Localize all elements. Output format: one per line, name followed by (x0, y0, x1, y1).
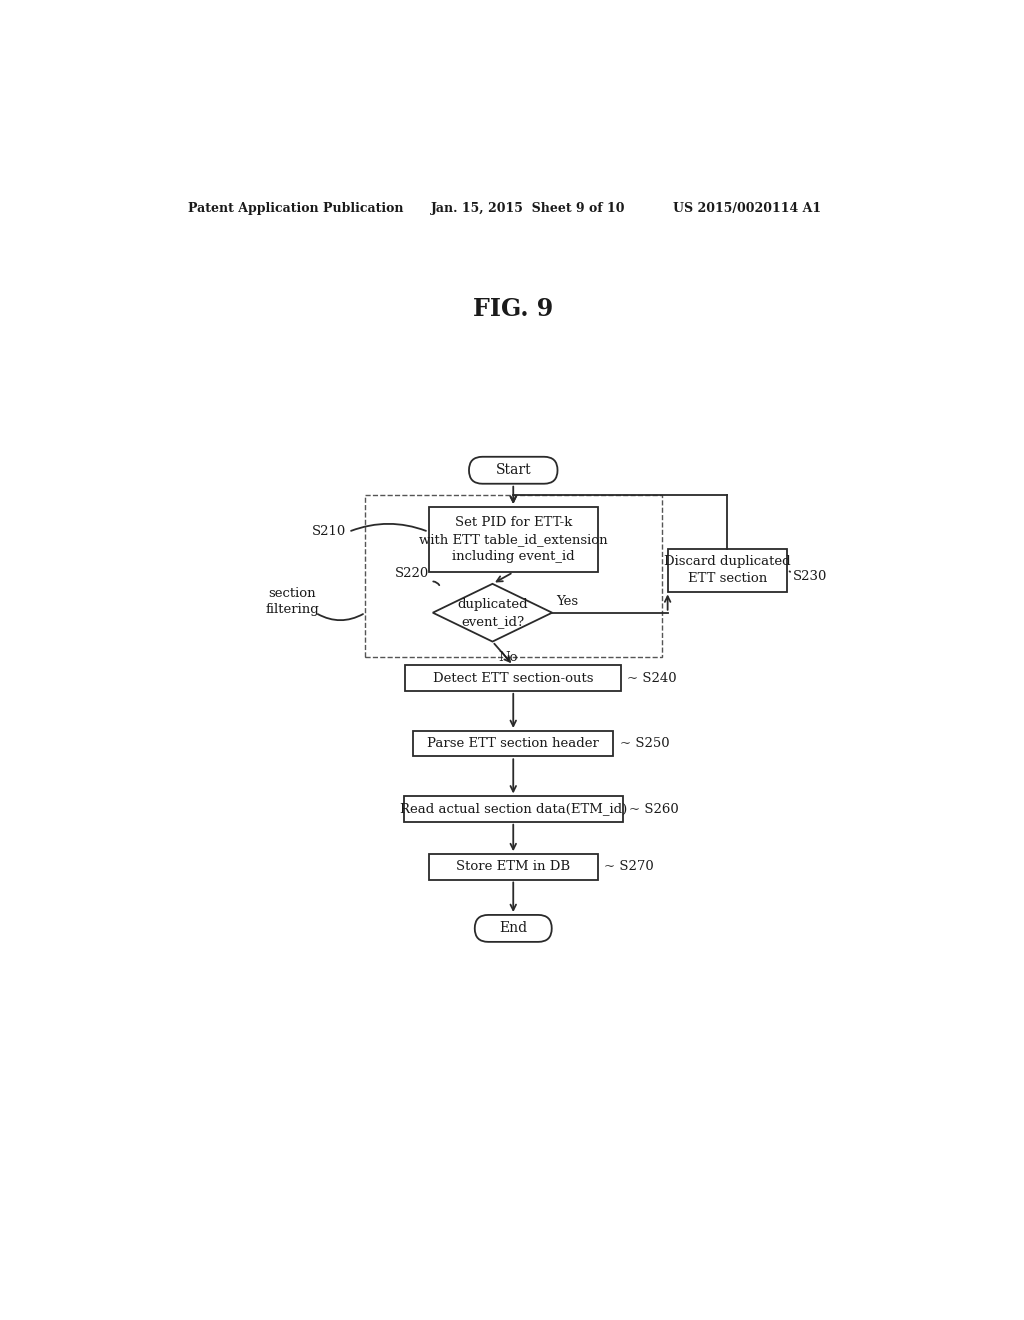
FancyBboxPatch shape (475, 915, 552, 942)
Text: Yes: Yes (556, 595, 579, 609)
Bar (406, 665, 621, 690)
Text: FIG. 9: FIG. 9 (473, 297, 553, 321)
Text: Jan. 15, 2015  Sheet 9 of 10: Jan. 15, 2015 Sheet 9 of 10 (431, 202, 626, 215)
Text: section
filtering: section filtering (265, 586, 319, 615)
Text: Set PID for ETT-k
with ETT table_id_extension
including event_id: Set PID for ETT-k with ETT table_id_exte… (419, 516, 607, 564)
Bar (668, 549, 787, 591)
FancyBboxPatch shape (469, 457, 557, 483)
Bar (366, 495, 662, 657)
Text: Store ETM in DB: Store ETM in DB (456, 861, 570, 874)
Text: Parse ETT section header: Parse ETT section header (427, 737, 599, 750)
Text: Patent Application Publication: Patent Application Publication (188, 202, 403, 215)
Text: duplicated
event_id?: duplicated event_id? (457, 598, 527, 628)
Bar (413, 731, 613, 756)
Text: US 2015/0020114 A1: US 2015/0020114 A1 (674, 202, 821, 215)
Text: ~ S270: ~ S270 (604, 861, 654, 874)
Bar (403, 796, 623, 822)
Text: ~ S240: ~ S240 (628, 672, 677, 685)
Text: Read actual section data(ETM_id): Read actual section data(ETM_id) (399, 803, 627, 816)
Text: S230: S230 (794, 570, 827, 583)
Text: S220: S220 (394, 568, 429, 579)
Bar (429, 854, 598, 879)
Text: Detect ETT section-outs: Detect ETT section-outs (433, 672, 594, 685)
Text: No: No (499, 651, 518, 664)
Polygon shape (433, 583, 552, 642)
Bar (429, 507, 598, 573)
Text: End: End (499, 921, 527, 936)
Text: Discard duplicated
ETT section: Discard duplicated ETT section (664, 556, 791, 585)
Text: ~ S260: ~ S260 (629, 803, 679, 816)
Text: ~ S250: ~ S250 (620, 737, 669, 750)
Text: S210: S210 (312, 525, 346, 539)
Text: Start: Start (496, 463, 531, 478)
